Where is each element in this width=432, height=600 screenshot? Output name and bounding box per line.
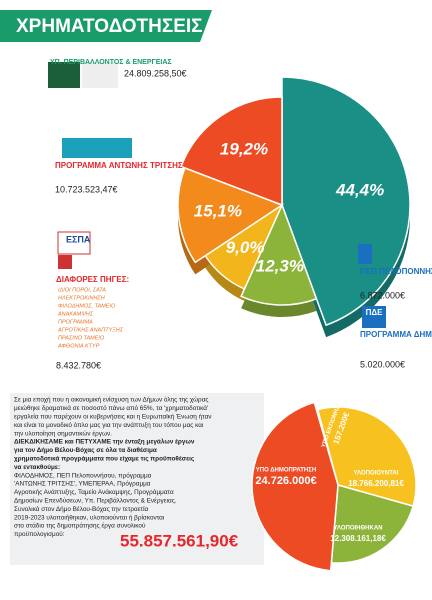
paragraph-line: εργαλεία που παρέχουν οι κυβερνήσεις και… xyxy=(14,412,212,420)
status-name: ΥΛΟΠΟΙΗΘΗΚΑΝ xyxy=(334,526,383,532)
logo xyxy=(82,62,118,88)
paragraph-line: μειώθηκε δραματικά σε ποσοστό πάνω από 6… xyxy=(14,404,208,412)
pie-slice xyxy=(251,401,339,572)
status-name: ΥΛΟΠΟΙΟΥΝΤΑΙ xyxy=(354,471,399,477)
logo xyxy=(57,231,91,255)
source-amount: 24.809.258,50€ xyxy=(124,68,187,78)
pie-slice xyxy=(316,406,417,508)
logo xyxy=(48,62,80,88)
paragraph-line: Συνολικά στον Δήμο Βέλου-Βόχας την τετρα… xyxy=(14,505,148,513)
paragraph-line: και είναι το μοναδικό όπλο μας για την α… xyxy=(14,421,204,429)
source-item: ΑΓΡΟΤΙΚΗΣ ΑΝΑΠΤΥΞΗΣ xyxy=(57,327,124,333)
paragraph-line: ΔΙΕΚΔΙΚΗΣΑΜΕ και ΠΕΤΥΧΑΜΕ την ένταξη μεγ… xyxy=(14,438,195,446)
source-item: ΗΛΕΚΤΡΟΚΙΝΗΣΗ xyxy=(58,295,105,301)
paragraph-line: χρηματοδοτικά προγράμματα που είχαμε τις… xyxy=(14,455,195,462)
logo xyxy=(62,138,132,158)
source-item: ΑΦΘΟΝΙΑ ΚΤΥΡ xyxy=(57,343,100,349)
title-banner xyxy=(0,10,212,42)
slice-label: 44,4% xyxy=(335,181,384,200)
title: ΧΡΗΜΑΤΟΔΟΤΗΣΕΙΣ xyxy=(16,16,203,37)
source-amount: 6.872.000€ xyxy=(360,290,405,300)
source-name: ΥΠ. ΠΕΡΙΒΑΛΛΟΝΤΟΣ & ΕΝΕΡΓΕΙΑΣ xyxy=(50,59,172,66)
text-box xyxy=(10,393,264,565)
slice xyxy=(240,203,318,306)
status-label: 24.726.000€ xyxy=(255,475,316,487)
slice-label: 12,3% xyxy=(256,256,304,275)
paragraph-line: προϋπολογισμού: xyxy=(14,530,65,538)
paragraph-line: Δημοσίων Επενδύσεων, Υπ. Περιβάλλοντος &… xyxy=(14,496,177,504)
paragraph-line: Αγροτικής Ανάπτυξης, Ταμείο Ανάκαμψης, Π… xyxy=(14,488,174,496)
source-item: ΠΡΟΓΡΑΜΜΑ xyxy=(58,319,93,325)
total: 55.857.561,90€ xyxy=(120,531,239,550)
slice-label: 15,1% xyxy=(194,202,242,221)
slice xyxy=(177,166,284,264)
source-item: ΠΡΑΣΙΝΟ ΤΑΜΕΙΟ xyxy=(58,335,105,341)
paragraph-line: να εντακθούμε: xyxy=(14,464,60,471)
logo xyxy=(358,244,372,264)
source-name: ΠΡΟΓΡΑΜΜΑ ΔΗΜΟΣΙΩΝ ΕΠΕΝΔΥΣΕΩΝ xyxy=(360,330,432,339)
logo xyxy=(362,306,386,328)
paragraph-line: στο στάδιο της δημοπράτησης έργα συνολικ… xyxy=(14,522,146,530)
source-item: ΑΝΑΚΑΜΨΗΣ xyxy=(57,311,94,317)
source-item: ΦΙΛΟΔΗΜΟΣ, ΤΑΜΕΙΟ xyxy=(58,303,116,309)
paragraph-line: για τον Δήμο Βέλου-Βόχας σε όλα τα διαθέ… xyxy=(14,446,157,454)
paragraph-line: 2019-2023 υλοποιήθηκαν, υλοποιούνται ή β… xyxy=(14,513,165,521)
paragraph-line: 'ΑΝΤΩΝΗΣ ΤΡΙΤΣΗΣ', ΥΜΕΠΕΡΑΑ, Πρόγραμμα xyxy=(14,480,151,488)
source-item: ΙΔΙΟΙ ΠΟΡΟΙ, ΣΑΤΑ xyxy=(58,287,106,293)
status-name: ΥΠΟ ΔΗΜΟΠΡΑΤΗΣΗ xyxy=(256,468,316,474)
pie-slice xyxy=(330,484,415,564)
slice xyxy=(180,96,283,207)
paragraph-line: Σε μια εποχή που η οικονομική ενίσχυση τ… xyxy=(14,396,208,404)
paragraph-line: ΦΙΛΟΔΗΜΟΣ, ΠΕΠ Πελοποννήσου, πρόγραμμα xyxy=(14,471,152,479)
slice-label: 9,0% xyxy=(226,238,265,257)
source-name: ΔΙΑΦΟΡΕΣ ΠΗΓΕΣ: xyxy=(56,275,129,284)
source-amount: 10.723.523,47€ xyxy=(55,184,118,194)
status-label: 12.308.161,18€ xyxy=(330,534,386,543)
paragraph-line: την υλοποίηση σημαντικών έργων. xyxy=(14,429,112,437)
status-label: 18.766.200,81€ xyxy=(348,479,404,488)
source-name: ΠΕΠ ΠΕΛΟΠΟΝΝΗΣΟΥ xyxy=(360,267,432,276)
slice-label: 19,2% xyxy=(220,139,268,158)
slice xyxy=(281,76,411,327)
source-amount: 8.432.780€ xyxy=(56,360,101,370)
logo-text: ΠΔΕ xyxy=(366,308,384,317)
logo xyxy=(58,255,72,269)
source-name: ΠΡΟΓΡΑΜΜΑ ΑΝΤΩΝΗΣ ΤΡΙΤΣΗΣ xyxy=(55,161,183,170)
source-amount: 5.020.000€ xyxy=(360,359,405,369)
logo-text: ΕΣΠΑ xyxy=(66,234,91,244)
